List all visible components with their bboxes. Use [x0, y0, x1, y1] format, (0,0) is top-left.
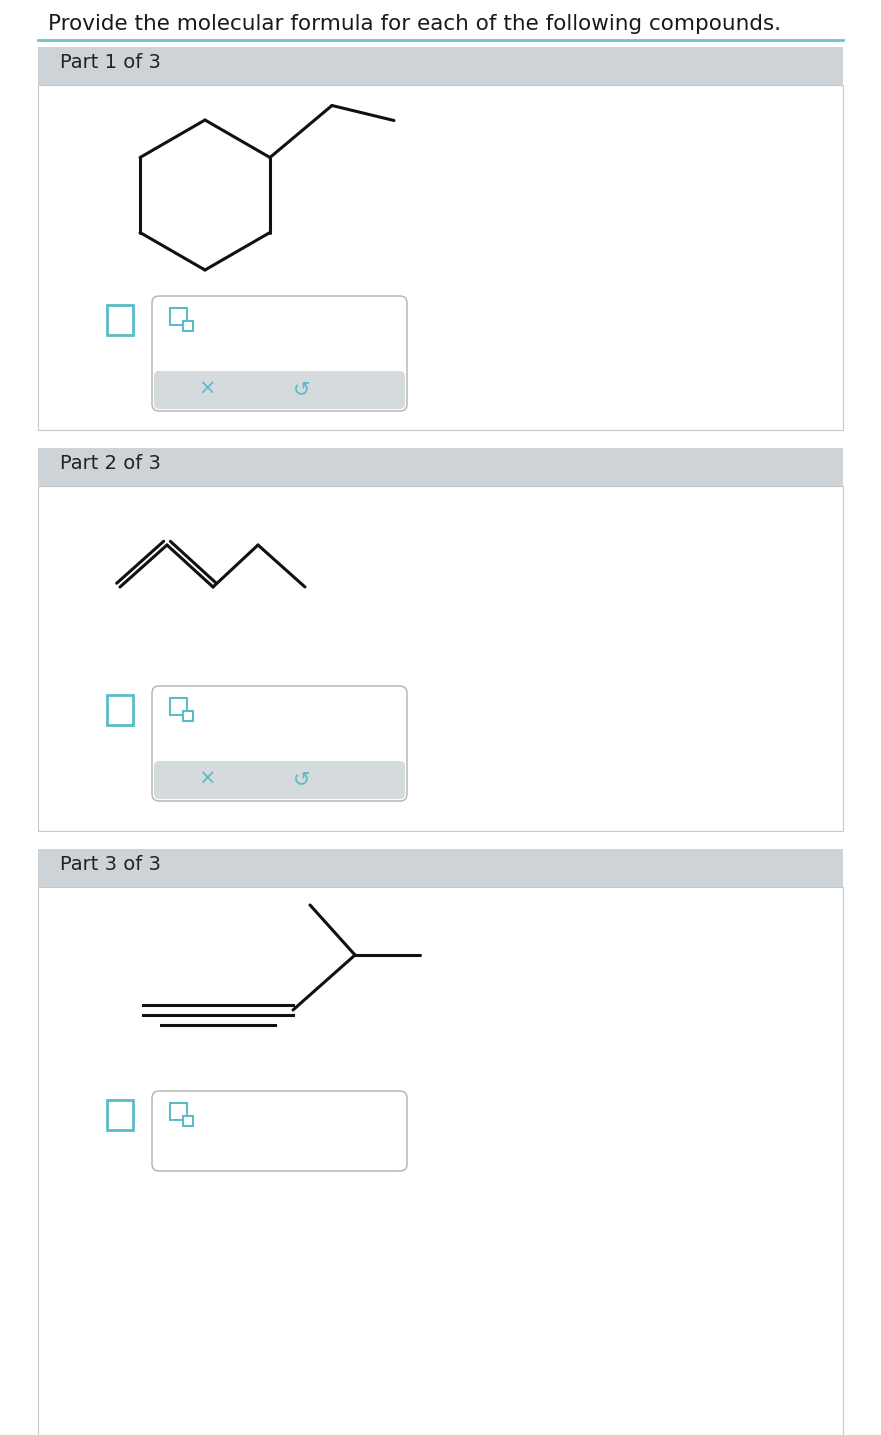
Bar [183, 321, 193, 331]
Bar [38, 887, 843, 1435]
Bar [38, 486, 843, 831]
Bar [38, 850, 843, 887]
Bar [107, 695, 133, 725]
Bar [107, 1101, 133, 1129]
Bar [38, 85, 843, 430]
FancyBboxPatch shape [152, 1091, 407, 1171]
Bar [170, 1104, 187, 1119]
Text: ↺: ↺ [293, 769, 311, 789]
Text: ×: × [198, 769, 216, 789]
Bar [170, 697, 187, 715]
Text: ↺: ↺ [293, 379, 311, 399]
Bar [183, 1116, 193, 1126]
FancyBboxPatch shape [152, 296, 407, 410]
FancyBboxPatch shape [152, 686, 407, 801]
Bar [183, 710, 193, 720]
Text: Part 2 of 3: Part 2 of 3 [60, 453, 161, 474]
Text: ×: × [198, 379, 216, 399]
Text: Part 1 of 3: Part 1 of 3 [60, 53, 161, 72]
Text: Provide the molecular formula for each of the following compounds.: Provide the molecular formula for each o… [48, 14, 781, 34]
Bar [38, 448, 843, 486]
FancyBboxPatch shape [154, 372, 405, 409]
Bar [38, 47, 843, 85]
Bar [107, 306, 133, 334]
Bar [170, 309, 187, 324]
Text: Part 3 of 3: Part 3 of 3 [60, 855, 161, 874]
FancyBboxPatch shape [154, 761, 405, 799]
